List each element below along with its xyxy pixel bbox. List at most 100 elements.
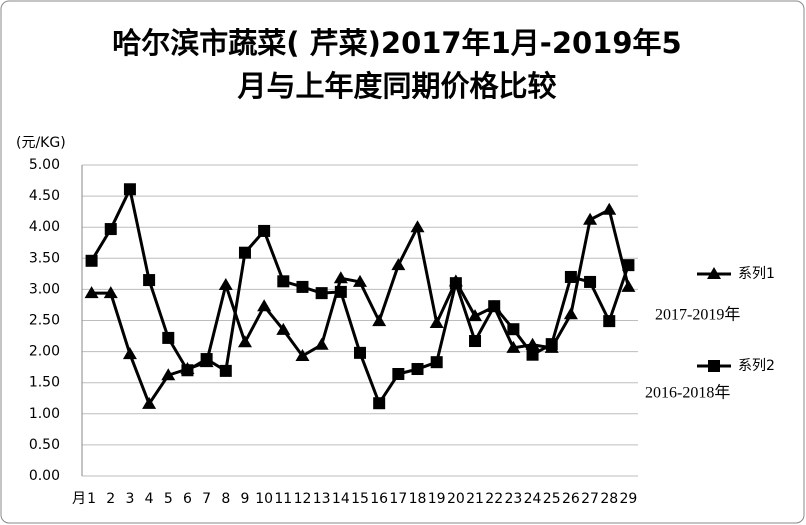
data-point <box>276 322 291 335</box>
data-point <box>104 223 117 236</box>
x-tick-label: 27 <box>581 491 599 507</box>
data-point <box>353 274 367 287</box>
data-point <box>218 278 233 291</box>
x-tick-label: 19 <box>428 491 446 507</box>
legend-marker <box>707 267 721 279</box>
data-point <box>622 259 635 272</box>
x-tick-label: 14 <box>332 491 350 507</box>
data-point <box>334 285 347 298</box>
y-tick-label: 1.50 <box>29 375 60 391</box>
data-point <box>507 323 520 336</box>
x-tick-label: 11 <box>274 491 292 507</box>
x-tick-label: 17 <box>389 491 407 507</box>
y-tick-label: 0.50 <box>29 437 60 453</box>
data-point <box>314 337 329 350</box>
x-tick-label: 8 <box>221 491 230 507</box>
x-tick-label: 12 <box>294 491 312 507</box>
data-point <box>469 335 482 348</box>
data-point <box>354 346 366 359</box>
data-point <box>315 287 328 300</box>
data-point <box>429 315 444 328</box>
x-tick-label: 7 <box>202 491 211 507</box>
data-point <box>219 364 232 377</box>
x-tick-label: 26 <box>562 491 580 507</box>
data-point <box>143 274 156 287</box>
data-point <box>411 363 424 376</box>
data-point <box>563 307 578 320</box>
legend-marker <box>708 360 720 372</box>
data-point <box>296 280 309 293</box>
data-point <box>333 271 348 284</box>
data-point <box>545 338 558 351</box>
y-tick-label: 3.50 <box>29 250 60 266</box>
x-tick-label: 21 <box>466 491 484 507</box>
data-point <box>237 335 252 348</box>
data-point <box>603 315 616 328</box>
data-point <box>564 270 577 283</box>
x-tick-label: 16 <box>370 491 388 507</box>
data-point <box>488 300 501 313</box>
data-point <box>258 224 271 237</box>
data-point <box>526 348 539 361</box>
data-point <box>277 275 290 288</box>
data-point <box>295 348 310 361</box>
x-tick-label: 15 <box>351 491 369 507</box>
x-axis-label: 月 <box>72 491 86 507</box>
data-point <box>181 364 194 377</box>
data-point <box>583 212 598 225</box>
x-tick-label: 23 <box>504 491 522 507</box>
legend-label: 系列1 <box>738 266 775 282</box>
x-tick-label: 24 <box>524 491 542 507</box>
data-point <box>122 347 137 360</box>
data-point <box>468 309 483 322</box>
x-tick-label: 5 <box>164 491 173 507</box>
y-tick-label: 4.50 <box>29 188 60 204</box>
data-point <box>602 202 617 215</box>
legend-label: 系列2 <box>738 358 775 374</box>
x-tick-label: 25 <box>543 491 561 507</box>
data-point <box>584 275 597 288</box>
data-point <box>200 353 213 366</box>
data-point <box>391 258 406 271</box>
chart-title: 哈尔滨市蔬菜( 芹菜)2017年1月-2019年5 <box>112 26 681 60</box>
x-tick-label: 2 <box>106 491 115 507</box>
data-point <box>161 368 176 381</box>
data-point <box>84 286 99 299</box>
x-tick-label: 10 <box>255 491 273 507</box>
data-point <box>506 340 521 353</box>
x-tick-label: 3 <box>125 491 134 507</box>
data-point <box>449 277 462 290</box>
x-tick-label: 13 <box>313 491 331 507</box>
data-point <box>430 356 443 369</box>
data-point <box>410 220 425 233</box>
data-point <box>162 331 175 344</box>
x-tick-label: 9 <box>241 491 250 507</box>
x-tick-label: 18 <box>409 491 427 507</box>
annotation: 2016-2018年 <box>645 384 730 402</box>
data-point <box>142 396 157 409</box>
data-point <box>123 183 136 196</box>
x-tick-label: 4 <box>145 491 154 507</box>
x-tick-label: 22 <box>485 491 503 507</box>
y-tick-label: 0.00 <box>29 468 60 484</box>
chart-title: 月与上年度同期价格比较 <box>236 69 556 103</box>
annotation: 2017-2019年 <box>655 306 740 324</box>
x-tick-label: 29 <box>619 491 637 507</box>
x-tick-label: 1 <box>87 491 96 507</box>
y-tick-label: 2.50 <box>29 313 60 329</box>
data-point <box>621 279 636 292</box>
x-tick-label: 6 <box>183 491 192 507</box>
y-tick-label: 1.00 <box>29 406 60 422</box>
data-point <box>257 299 272 312</box>
y-axis-label: (元/KG) <box>16 135 66 151</box>
data-point <box>103 286 118 299</box>
x-tick-label: 20 <box>447 491 465 507</box>
data-point <box>238 246 251 259</box>
y-tick-label: 3.00 <box>29 281 60 297</box>
x-tick-label: 28 <box>600 491 618 507</box>
y-tick-label: 5.00 <box>29 157 60 173</box>
data-point <box>525 337 540 350</box>
y-tick-label: 4.00 <box>29 219 60 235</box>
